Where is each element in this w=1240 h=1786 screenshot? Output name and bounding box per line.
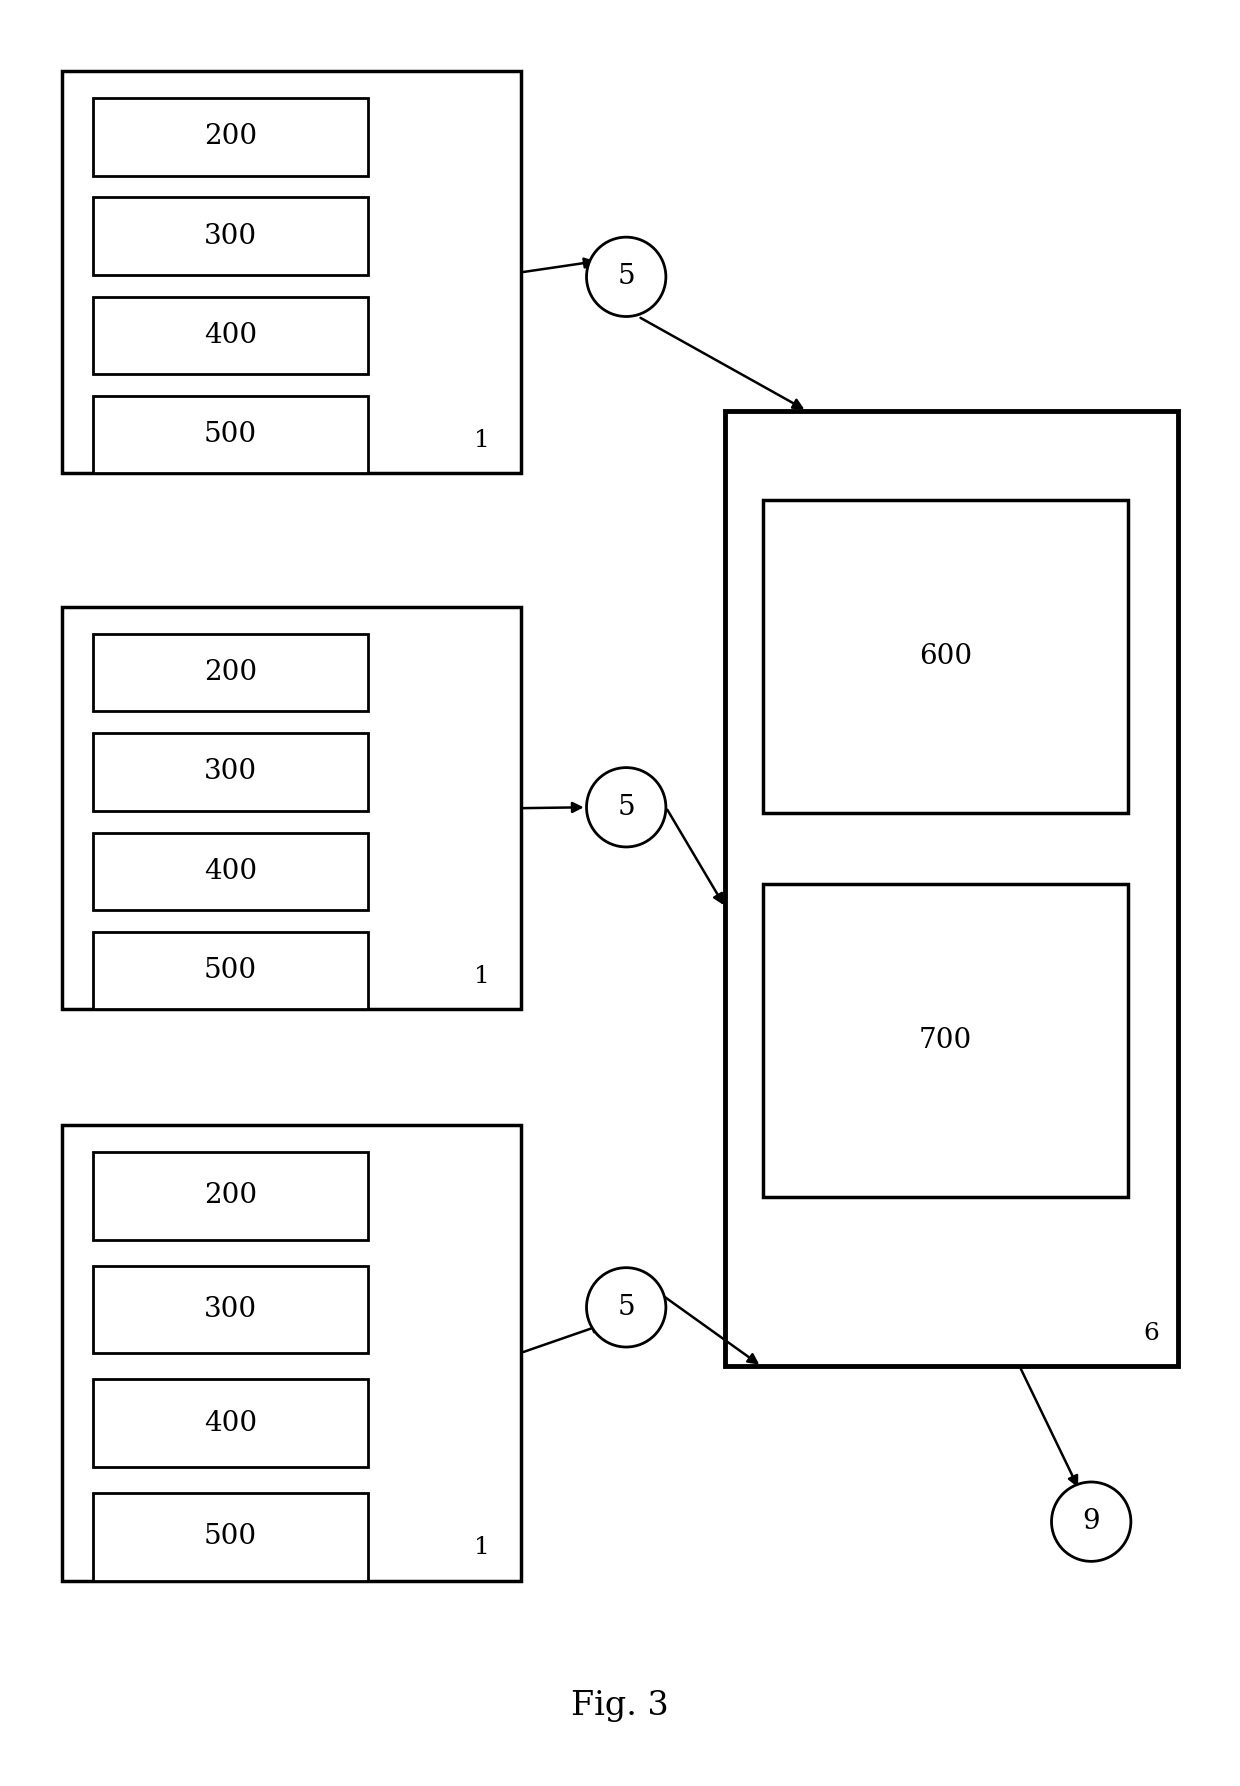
Bar [93,98,368,175]
Text: 200: 200 [205,659,257,686]
Ellipse shape [587,238,666,316]
Bar [93,1379,368,1466]
Text: 700: 700 [919,1027,972,1054]
Text: 300: 300 [205,223,257,250]
Bar [93,932,368,1009]
Text: 9: 9 [1083,1507,1100,1536]
Ellipse shape [1052,1482,1131,1561]
Ellipse shape [587,768,666,847]
Text: 300: 300 [205,1297,257,1323]
Bar [93,1266,368,1354]
Bar [93,634,368,711]
Bar [62,71,521,473]
Bar [62,607,521,1009]
Bar [93,296,368,373]
Text: 500: 500 [205,1523,257,1550]
Text: 400: 400 [205,857,257,884]
Text: 500: 500 [205,957,257,984]
Ellipse shape [587,1268,666,1347]
Text: 1: 1 [474,964,490,988]
Text: 200: 200 [205,123,257,150]
Bar [62,1125,521,1581]
Bar [93,1152,368,1239]
Bar [763,500,1128,813]
Bar [763,884,1128,1197]
Text: 500: 500 [205,421,257,448]
Text: 5: 5 [618,263,635,291]
Text: 200: 200 [205,1182,257,1209]
Text: 5: 5 [618,793,635,822]
Bar [93,396,368,473]
Text: 400: 400 [205,1409,257,1436]
Text: 1: 1 [474,1536,490,1559]
Bar [93,832,368,909]
Text: 5: 5 [618,1293,635,1322]
Text: 300: 300 [205,759,257,786]
Bar [725,411,1178,1366]
Text: 400: 400 [205,321,257,348]
Bar [93,734,368,811]
Bar [93,198,368,275]
Text: Fig. 3: Fig. 3 [572,1690,668,1722]
Text: 6: 6 [1143,1322,1159,1345]
Text: 1: 1 [474,429,490,452]
Text: 600: 600 [919,643,972,670]
Bar [93,1493,368,1581]
